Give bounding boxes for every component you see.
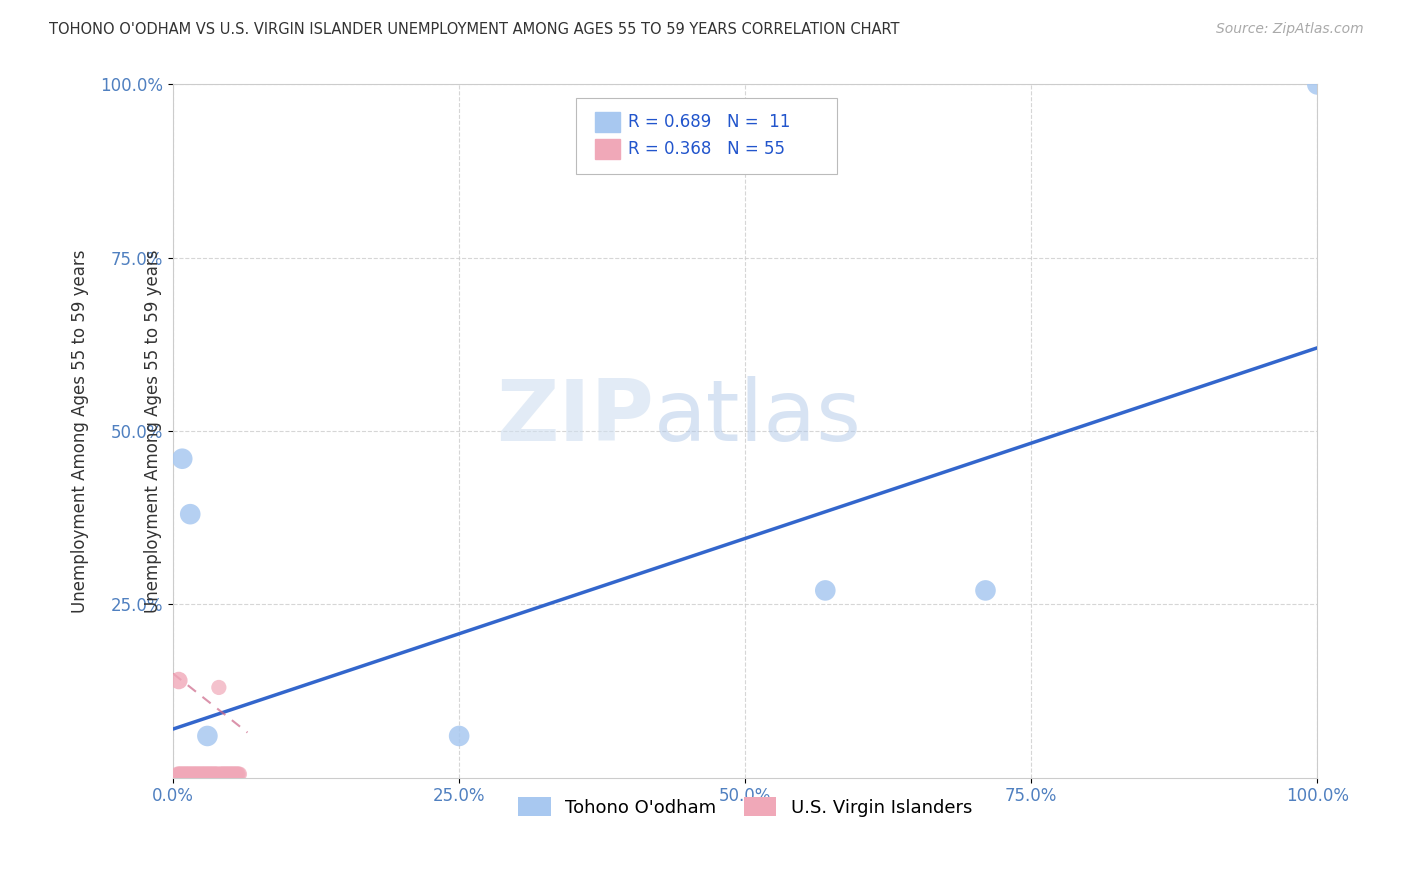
Point [191,767,214,781]
Point [167,767,190,781]
Point [215,767,238,781]
Point [195,767,218,781]
Point [204,767,226,781]
Text: Source: ZipAtlas.com: Source: ZipAtlas.com [1216,22,1364,37]
Point [181,767,204,781]
Point [167,673,190,688]
Point [190,767,212,781]
Point [198,767,221,781]
Point [184,767,207,781]
Point [194,767,217,781]
Point [193,767,215,781]
Point [218,767,240,781]
Point [197,767,219,781]
Point [224,767,246,781]
Point [187,767,209,781]
Point [170,767,193,781]
Point [201,767,224,781]
Point [169,767,191,781]
Point [180,767,202,781]
Point [226,767,249,781]
Point [214,767,236,781]
Point [184,767,207,781]
Point [177,767,200,781]
Point [226,767,249,781]
Point [205,767,228,781]
Y-axis label: Unemployment Among Ages 55 to 59 years: Unemployment Among Ages 55 to 59 years [143,249,162,613]
Point [215,767,238,781]
Point [190,767,212,781]
Point [166,767,188,781]
Point [211,767,233,781]
Point [974,583,997,598]
Point [200,767,222,781]
Point [183,767,205,781]
Point [179,507,201,521]
Point [208,681,231,695]
Point [814,583,837,598]
Point [197,767,219,781]
Legend: Tohono O'odham, U.S. Virgin Islanders: Tohono O'odham, U.S. Virgin Islanders [512,790,979,824]
Point [221,767,243,781]
Point [449,729,471,743]
Point [202,767,225,781]
Point [176,767,198,781]
Point [208,767,231,781]
Text: TOHONO O'ODHAM VS U.S. VIRGIN ISLANDER UNEMPLOYMENT AMONG AGES 55 TO 59 YEARS CO: TOHONO O'ODHAM VS U.S. VIRGIN ISLANDER U… [49,22,900,37]
Point [172,767,194,781]
Point [202,767,225,781]
Point [225,767,247,781]
Point [219,767,242,781]
Point [207,767,229,781]
Text: atlas: atlas [654,376,862,458]
Point [1306,78,1329,92]
Text: ZIP: ZIP [496,376,654,458]
Text: R = 0.689   N =  11: R = 0.689 N = 11 [628,113,790,131]
Point [221,767,243,781]
Y-axis label: Unemployment Among Ages 55 to 59 years: Unemployment Among Ages 55 to 59 years [72,249,89,613]
Point [209,767,232,781]
Point [177,767,200,781]
Point [172,767,194,781]
Point [186,767,208,781]
Point [174,767,197,781]
Point [217,767,239,781]
Point [188,767,211,781]
Point [222,767,245,781]
Point [228,767,250,781]
Point [172,451,194,466]
Point [179,767,201,781]
Point [212,767,235,781]
Text: R = 0.368   N = 55: R = 0.368 N = 55 [628,140,786,158]
Point [197,729,219,743]
Point [173,767,195,781]
